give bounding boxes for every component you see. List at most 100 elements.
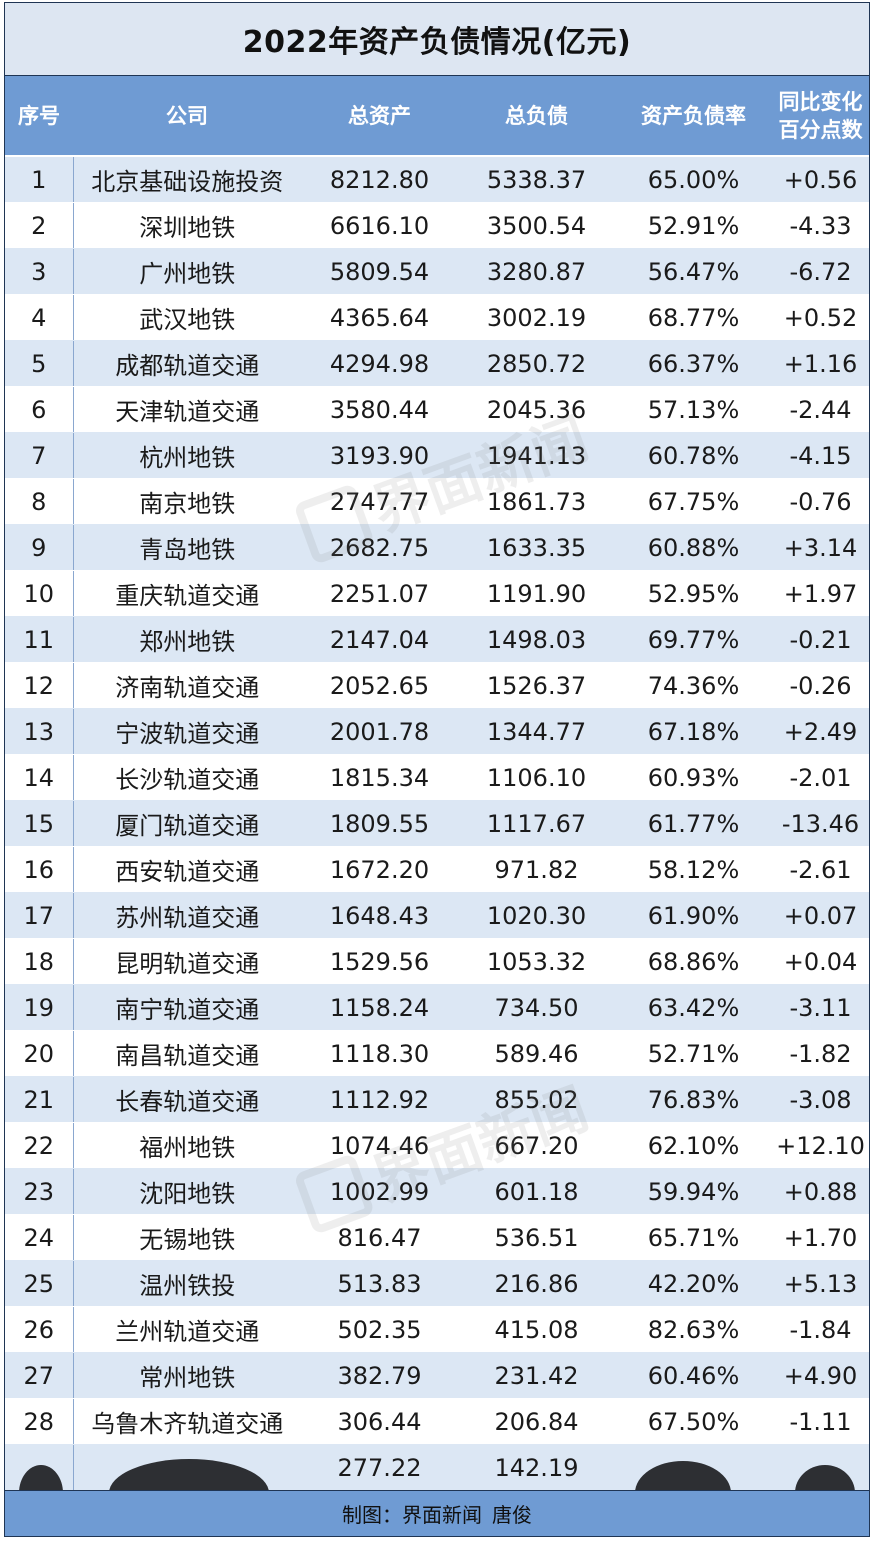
cell-change: +12.10 — [772, 1122, 869, 1169]
cell-change: +1.16 — [772, 340, 869, 387]
table-row: 20 南昌轨道交通 1118.30 589.46 52.71% -1.82 — [5, 1030, 869, 1077]
header-liabilities: 总负债 — [458, 76, 615, 157]
cell-liabilities: 3280.87 — [458, 248, 615, 295]
header-company: 公司 — [73, 76, 301, 157]
cell-liabilities: 415.08 — [458, 1306, 615, 1353]
table-row: 11 郑州地铁 2147.04 1498.03 69.77% -0.21 — [5, 616, 869, 663]
cell-index: 20 — [5, 1030, 74, 1077]
cell-company: 北京基础设施投资 — [73, 155, 301, 203]
cell-assets: 2052.65 — [301, 662, 458, 709]
cell-index: 3 — [5, 248, 74, 295]
cell-change: +1.97 — [772, 570, 869, 617]
cell-index: 2 — [5, 202, 74, 249]
cell-company: 苏州轨道交通 — [73, 892, 301, 939]
cell-company: 常州地铁 — [73, 1352, 301, 1399]
cell-liabilities: 536.51 — [458, 1214, 615, 1261]
table-row: 27 常州地铁 382.79 231.42 60.46% +4.90 — [5, 1352, 869, 1399]
cell-ratio: 74.36% — [615, 662, 772, 709]
cell-ratio: 66.37% — [615, 340, 772, 387]
cell-liabilities: 855.02 — [458, 1076, 615, 1123]
header-index: 序号 — [5, 76, 73, 157]
cell-assets: 4365.64 — [301, 294, 458, 341]
cell-change: -2.44 — [772, 386, 869, 433]
cell-ratio: 76.83% — [615, 1076, 772, 1123]
cell-change: -2.01 — [772, 754, 869, 801]
cell-liabilities: 216.86 — [458, 1260, 615, 1307]
cell-company: 厦门轨道交通 — [73, 800, 301, 847]
cell-company: 天津轨道交通 — [73, 386, 301, 433]
footer-author: 唐俊 — [492, 1503, 532, 1527]
cell-ratio: 52.91% — [615, 202, 772, 249]
cell-index: 26 — [5, 1306, 74, 1353]
table-row: 9 青岛地铁 2682.75 1633.35 60.88% +3.14 — [5, 524, 869, 571]
table-row: 18 昆明轨道交通 1529.56 1053.32 68.86% +0.04 — [5, 938, 869, 985]
cell-index: 19 — [5, 984, 74, 1031]
cell-company: 深圳地铁 — [73, 202, 301, 249]
cell-company: 昆明轨道交通 — [73, 938, 301, 985]
cell-ratio: 67.50% — [615, 1398, 772, 1445]
table-row: 15 厦门轨道交通 1809.55 1117.67 61.77% -13.46 — [5, 800, 869, 847]
table-row: 12 济南轨道交通 2052.65 1526.37 74.36% -0.26 — [5, 662, 869, 709]
table-row: 1 北京基础设施投资 8212.80 5338.37 65.00% +0.56 — [5, 155, 869, 203]
cell-assets: 1529.56 — [301, 938, 458, 985]
cell-index: 14 — [5, 754, 74, 801]
cell-company: 南昌轨道交通 — [73, 1030, 301, 1077]
cell-company: 兰州轨道交通 — [73, 1306, 301, 1353]
cell-assets: 3580.44 — [301, 386, 458, 433]
cell-ratio: 63.42% — [615, 984, 772, 1031]
table-row: 2 深圳地铁 6616.10 3500.54 52.91% -4.33 — [5, 202, 869, 249]
cell-liabilities: 971.82 — [458, 846, 615, 893]
table-row: 7 杭州地铁 3193.90 1941.13 60.78% -4.15 — [5, 432, 869, 479]
cell-index: 11 — [5, 616, 74, 663]
cell-change: -4.15 — [772, 432, 869, 479]
cell-ratio: 57.13% — [615, 386, 772, 433]
cell-company: 重庆轨道交通 — [73, 570, 301, 617]
cell-assets: 6616.10 — [301, 202, 458, 249]
cell-change: +4.90 — [772, 1352, 869, 1399]
table-row: 5 成都轨道交通 4294.98 2850.72 66.37% +1.16 — [5, 340, 869, 387]
cell-liabilities: 734.50 — [458, 984, 615, 1031]
cell-index: 7 — [5, 432, 74, 479]
cell-change: +0.04 — [772, 938, 869, 985]
cell-liabilities: 206.84 — [458, 1398, 615, 1445]
table-row: 6 天津轨道交通 3580.44 2045.36 57.13% -2.44 — [5, 386, 869, 433]
cell-assets: 513.83 — [301, 1260, 458, 1307]
cell-ratio: 67.18% — [615, 708, 772, 755]
table-row: 3 广州地铁 5809.54 3280.87 56.47% -6.72 — [5, 248, 869, 295]
cell-change: +5.13 — [772, 1260, 869, 1307]
cell-liabilities: 601.18 — [458, 1168, 615, 1215]
cell-liabilities: 1941.13 — [458, 432, 615, 479]
cell-index: 6 — [5, 386, 74, 433]
cell-ratio: 42.20% — [615, 1260, 772, 1307]
cell-ratio: 60.93% — [615, 754, 772, 801]
cell-assets: 2251.07 — [301, 570, 458, 617]
cell-ratio: 69.77% — [615, 616, 772, 663]
cell-change: -2.61 — [772, 846, 869, 893]
footer-credit: 制图：界面新闻 唐俊 — [5, 1490, 869, 1536]
cell-change: -4.33 — [772, 202, 869, 249]
cell-assets: 2147.04 — [301, 616, 458, 663]
cell-liabilities: 667.20 — [458, 1122, 615, 1169]
cell-index: 21 — [5, 1076, 74, 1123]
table-row: 22 福州地铁 1074.46 667.20 62.10% +12.10 — [5, 1122, 869, 1169]
cell-ratio: 65.00% — [615, 155, 772, 203]
cell-change: +0.88 — [772, 1168, 869, 1215]
cell-change: -6.72 — [772, 248, 869, 295]
cell-ratio: 62.10% — [615, 1122, 772, 1169]
table-row: 17 苏州轨道交通 1648.43 1020.30 61.90% +0.07 — [5, 892, 869, 939]
header-change-line2: 百分点数 — [778, 117, 863, 142]
table-row: 23 沈阳地铁 1002.99 601.18 59.94% +0.88 — [5, 1168, 869, 1215]
cell-ratio: 68.86% — [615, 938, 772, 985]
cell-ratio: 60.78% — [615, 432, 772, 479]
cell-ratio: 60.88% — [615, 524, 772, 571]
cell-liabilities: 1633.35 — [458, 524, 615, 571]
cell-change: +0.07 — [772, 892, 869, 939]
cell-company: 济南轨道交通 — [73, 662, 301, 709]
cell-change: +3.14 — [772, 524, 869, 571]
cell-assets: 382.79 — [301, 1352, 458, 1399]
cell-liabilities: 142.19 — [458, 1444, 615, 1491]
cell-index: 13 — [5, 708, 74, 755]
cell-ratio: 61.90% — [615, 892, 772, 939]
cell-assets: 502.35 — [301, 1306, 458, 1353]
cell-liabilities: 589.46 — [458, 1030, 615, 1077]
